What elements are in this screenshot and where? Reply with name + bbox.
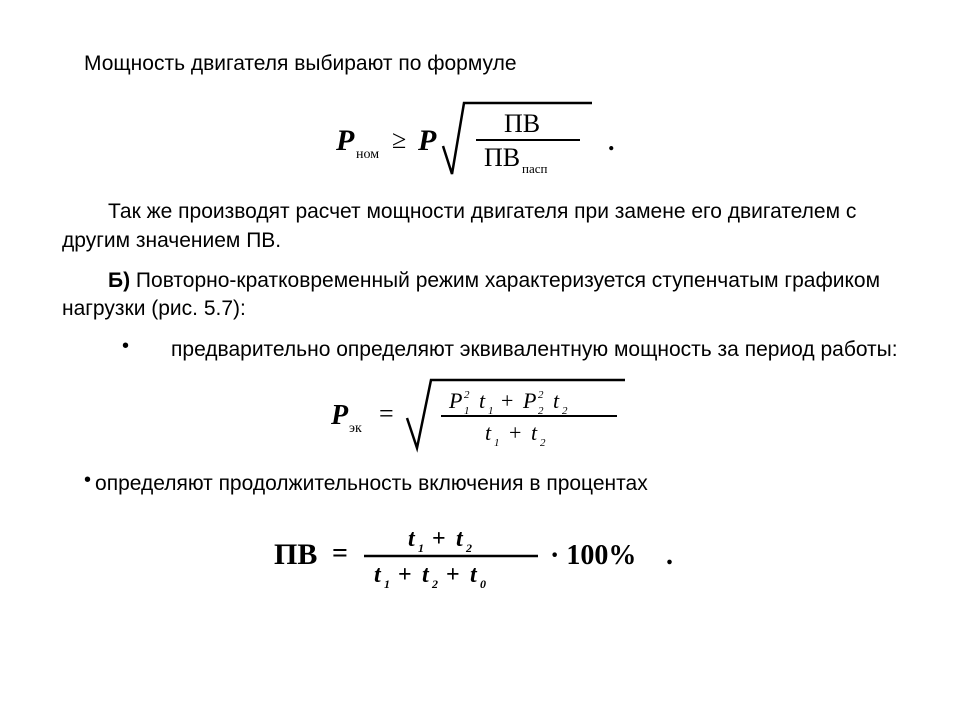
f3-dot: .	[666, 540, 673, 571]
f3-den: t 1 + t 2 + t 0	[374, 562, 486, 591]
svg-text:t: t	[374, 562, 382, 588]
f2-num: P 1 2 t 1 + P 2 2 t 2	[448, 388, 568, 417]
svg-text:1: 1	[384, 577, 390, 591]
f2-den: t 1 + t 2	[485, 420, 546, 449]
formula-1: P ном ≥ P ПВ ПВ пасп .	[62, 96, 898, 184]
svg-text:2: 2	[538, 389, 544, 401]
svg-text:2: 2	[538, 405, 544, 417]
svg-text:t: t	[408, 526, 416, 552]
formula-2: P эк = P 1 2 t 1 + P	[62, 374, 898, 456]
svg-text:t: t	[479, 388, 486, 413]
f1-num: ПВ	[504, 109, 540, 138]
svg-text:1: 1	[464, 405, 470, 417]
svg-text:t: t	[531, 420, 538, 445]
f2-lhs-sub: эк	[349, 421, 362, 436]
svg-text:+: +	[509, 420, 521, 445]
svg-text:t: t	[456, 526, 464, 552]
bullet-1-text: предварительно определяют эквивалентную …	[133, 336, 898, 364]
para2-body: Повторно-кратковременный режим характери…	[62, 269, 880, 320]
f1-den-sub: пасп	[522, 161, 547, 176]
f3-eq: =	[332, 538, 348, 569]
svg-text:t: t	[422, 562, 430, 588]
svg-text:P: P	[448, 388, 462, 413]
f3-tail: · 100%	[550, 540, 636, 571]
paragraph-2: Б) Повторно-кратковременный режим характ…	[62, 267, 898, 324]
svg-text:2: 2	[540, 437, 546, 449]
f1-lhs-sub: ном	[356, 147, 379, 162]
svg-text:+: +	[446, 562, 460, 588]
svg-text:t: t	[553, 388, 560, 413]
f1-rhs-p: P	[417, 124, 437, 157]
f2-eq: =	[379, 399, 394, 428]
bullet-1: •предварительно определяют эквивалентную…	[62, 336, 898, 364]
bullet-dot-icon: •	[122, 335, 133, 357]
f3-num: t 1 + t 2	[408, 526, 472, 555]
bullet-dot-icon: •	[84, 469, 95, 491]
svg-text:2: 2	[562, 405, 568, 417]
svg-text:+: +	[398, 562, 412, 588]
svg-text:2: 2	[431, 577, 438, 591]
f1-op: ≥	[392, 125, 406, 154]
svg-text:0: 0	[480, 577, 486, 591]
heading-text: Мощность двигателя выбирают по формуле	[62, 50, 898, 78]
svg-text:1: 1	[418, 541, 424, 555]
svg-text:t: t	[470, 562, 478, 588]
formula-3: ПВ = t 1 + t 2 t 1 + t 2	[62, 516, 898, 594]
svg-text:1: 1	[488, 405, 494, 417]
paragraph-1: Так же производят расчет мощности двигат…	[62, 198, 898, 255]
svg-text:2: 2	[464, 389, 470, 401]
page-root: Мощность двигателя выбирают по формуле P…	[0, 0, 960, 720]
f2-lhs: P	[330, 400, 349, 431]
svg-text:P: P	[522, 388, 536, 413]
svg-text:t: t	[485, 420, 492, 445]
svg-text:2: 2	[465, 541, 472, 555]
f1-lhs: P	[335, 124, 355, 157]
f1-den-main: ПВ	[484, 143, 520, 172]
svg-text:+: +	[501, 388, 513, 413]
f3-lhs: ПВ	[274, 538, 317, 571]
bullet-2: •определяют продолжительность включения …	[62, 470, 898, 498]
svg-text:1: 1	[494, 437, 500, 449]
svg-text:+: +	[432, 526, 446, 552]
f1-tail: .	[608, 127, 615, 156]
para2-prefix: Б)	[108, 269, 130, 292]
bullet-2-text: определяют продолжительность включения в…	[95, 470, 648, 498]
